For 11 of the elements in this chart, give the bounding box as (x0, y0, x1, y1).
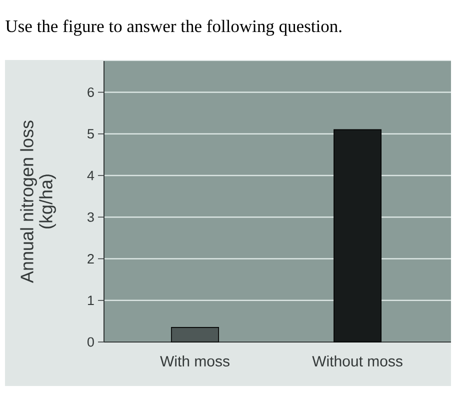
x-tick-label: Without moss (312, 356, 402, 367)
y-tick-label: 5 (87, 129, 94, 139)
x-tick-label: With moss (160, 356, 230, 367)
y-tick-label: 3 (87, 212, 94, 222)
y-tick-label: 6 (88, 87, 94, 97)
y-tick-label: 0 (87, 337, 94, 347)
y-tick-label: 4 (87, 170, 94, 180)
y-tick-label: 2 (88, 254, 94, 264)
y-axis-title: Annual nitrogen loss (kg/ha) (20, 120, 56, 284)
chart-title: Use the figure to answer the following question. (6, 20, 342, 36)
y-tick-label: 1 (88, 296, 94, 305)
